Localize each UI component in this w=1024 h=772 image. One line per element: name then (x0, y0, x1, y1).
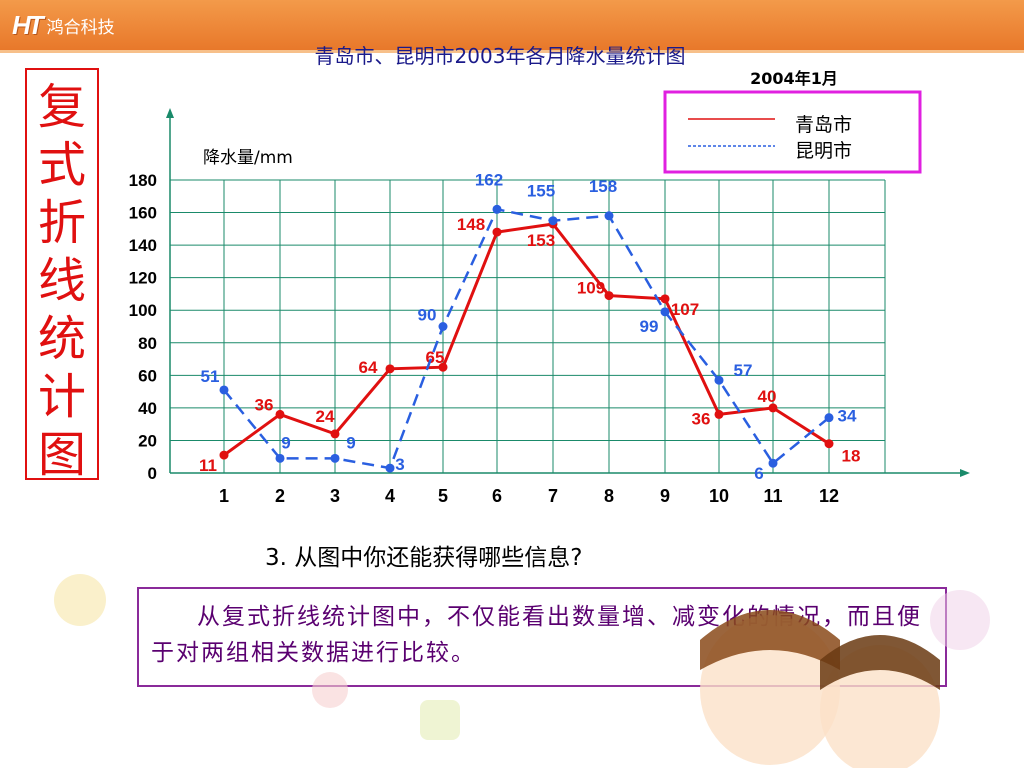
data-label: 11 (199, 456, 217, 475)
x-tick-label: 3 (330, 486, 340, 506)
answer-text: 从复式折线统计图中，不仅能看出数量增、减变化的情况，而且便于对两组相关数据进行比… (151, 604, 922, 666)
side-title-box: 复式折线统计图 (25, 68, 99, 483)
chart-subtitle: 2004年1月 (750, 69, 838, 88)
y-tick-label: 180 (129, 171, 157, 190)
data-label: 153 (527, 231, 555, 250)
data-label: 64 (359, 358, 378, 377)
data-point (438, 322, 448, 331)
data-label: 107 (671, 300, 699, 319)
data-label: 9 (281, 433, 290, 452)
data-point (714, 375, 724, 385)
data-point (275, 453, 285, 463)
y-tick-label: 120 (129, 269, 157, 288)
header-bar (0, 0, 1024, 50)
y-axis-label: 降水量/mm (203, 148, 293, 168)
data-label: 155 (527, 182, 555, 201)
y-tick-label: 60 (138, 366, 157, 385)
chart-title: 青岛市、昆明市2003年各月降水量统计图 (315, 44, 686, 68)
data-label: 3 (395, 455, 404, 474)
data-point (604, 211, 614, 221)
question-text: 3. 从图中你还能获得哪些信息? (265, 545, 583, 571)
data-point (330, 453, 340, 463)
data-point (714, 409, 724, 419)
brand-logo: HT 鸿合科技 (12, 10, 115, 40)
data-point (604, 291, 614, 301)
x-tick-label: 1 (219, 486, 229, 506)
data-label: 24 (316, 407, 335, 426)
data-point (219, 450, 229, 460)
data-label: 40 (758, 387, 777, 406)
data-label: 162 (475, 170, 503, 189)
data-label: 57 (734, 361, 753, 380)
y-axis-arrow (166, 108, 174, 118)
data-label: 9 (346, 433, 355, 452)
data-label: 36 (692, 409, 711, 428)
data-point (660, 307, 670, 317)
data-point (275, 409, 285, 419)
data-point (824, 439, 834, 449)
side-title: 复式折线统计图 (37, 79, 86, 483)
x-tick-label: 5 (438, 486, 448, 506)
x-tick-label: 4 (385, 486, 395, 506)
x-tick-label: 7 (548, 486, 558, 506)
series-line-qingdao (223, 222, 830, 457)
data-label: 18 (842, 447, 861, 466)
data-label: 90 (418, 306, 437, 325)
legend-box (663, 90, 922, 174)
data-label: 34 (838, 407, 857, 426)
x-tick-label: 9 (660, 486, 670, 506)
x-axis-arrow (960, 469, 970, 477)
y-tick-label: 140 (129, 236, 157, 255)
x-tick-label: 6 (492, 486, 502, 506)
header-divider (0, 50, 1024, 53)
x-tick-label: 11 (763, 486, 782, 506)
data-point (824, 413, 834, 423)
data-point (548, 216, 558, 226)
y-tick-label: 20 (138, 431, 157, 450)
x-tick-label: 12 (819, 486, 839, 506)
legend-label-kunming: 昆明市 (795, 140, 852, 162)
legend-label-qingdao: 青岛市 (795, 114, 852, 136)
y-tick-label: 100 (129, 301, 157, 320)
data-point (660, 294, 670, 304)
y-tick-label: 0 (148, 464, 157, 483)
data-point (219, 385, 229, 395)
data-point (385, 364, 395, 374)
data-point (492, 227, 502, 237)
data-point (438, 362, 448, 372)
series-line-kunming (223, 207, 830, 470)
data-label: 51 (201, 367, 220, 386)
x-tick-label: 8 (604, 486, 614, 506)
data-label: 6 (754, 464, 763, 483)
data-label: 36 (255, 395, 274, 414)
y-tick-label: 40 (138, 399, 157, 418)
logo-text: 鸿合科技 (46, 17, 115, 38)
data-label: 99 (640, 317, 659, 336)
y-tick-label: 80 (138, 334, 157, 353)
data-label: 148 (457, 215, 485, 234)
x-tick-label: 10 (709, 486, 729, 506)
data-point (330, 429, 340, 439)
data-point (385, 463, 395, 473)
data-label: 109 (577, 279, 605, 298)
answer-box: 从复式折线统计图中，不仅能看出数量增、减变化的情况，而且便于对两组相关数据进行比… (137, 587, 947, 687)
data-label: 158 (589, 177, 617, 196)
logo-mark: HT (12, 9, 44, 40)
data-point (492, 204, 502, 214)
x-tick-label: 2 (275, 486, 285, 506)
data-point (768, 458, 778, 468)
data-point (768, 403, 778, 413)
y-tick-label: 160 (129, 204, 157, 223)
